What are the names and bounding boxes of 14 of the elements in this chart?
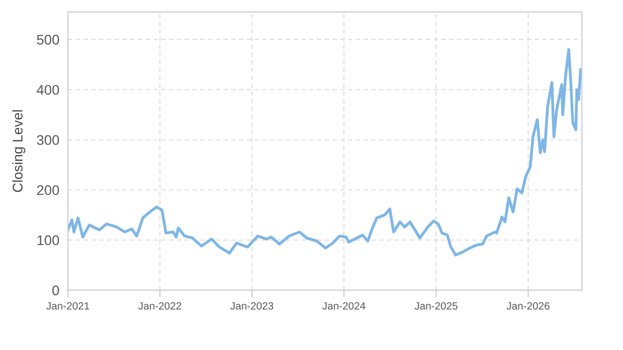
y-tick-label: 200 bbox=[37, 185, 60, 196]
y-tick-label: 500 bbox=[36, 34, 60, 45]
x-tick-label: Jan-2023 bbox=[230, 302, 274, 310]
x-tick-label: Jan-2021 bbox=[46, 302, 90, 310]
x-tick-label: Jan-2026 bbox=[506, 302, 550, 310]
y-tick-label: 400 bbox=[36, 84, 60, 95]
y-axis-title: Closing Level bbox=[12, 110, 26, 192]
x-tick-label: Jan-2024 bbox=[322, 302, 366, 310]
line-series bbox=[68, 48, 582, 256]
y-tick-label: 300 bbox=[36, 135, 60, 145]
y-tick-label: 0 bbox=[52, 285, 60, 296]
x-tick-label: Jan-2022 bbox=[138, 302, 182, 310]
y-tick-label: 100 bbox=[37, 235, 60, 246]
x-tick-label: Jan-2025 bbox=[414, 302, 458, 310]
